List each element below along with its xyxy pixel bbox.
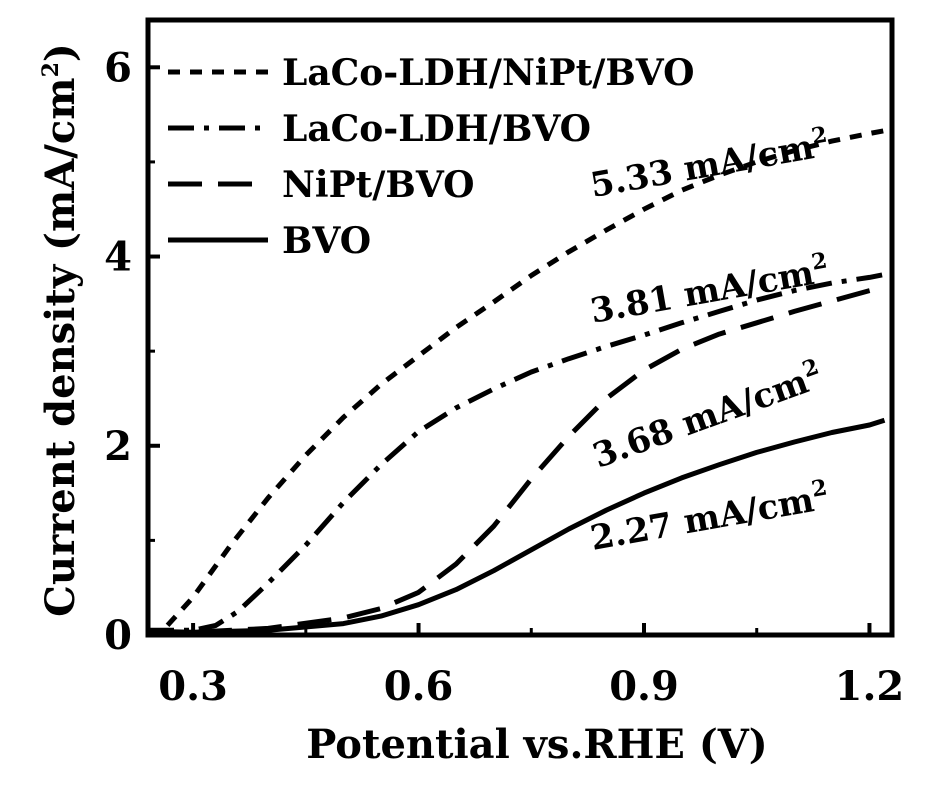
y-tick-label-2: 4	[104, 234, 132, 281]
legend-label-0: LaCo-LDH/NiPt/BVO	[282, 52, 694, 94]
plot-frame	[145, 17, 895, 638]
legend-label-2: NiPt/BVO	[282, 164, 475, 206]
y-tick-label-3: 6	[104, 44, 132, 91]
series-layer	[147, 128, 886, 636]
x-tick-label-0: 0.3	[158, 663, 228, 710]
annotation-main-2: 3.68 mA/cm	[588, 362, 814, 477]
series-line-0	[147, 128, 885, 636]
annotation-sup-3: 2	[810, 475, 830, 503]
legend: LaCo-LDH/NiPt/BVO LaCo-LDH/BVO NiPt/BVO BVO	[168, 52, 694, 262]
ticks-layer: 0.3 0.6 0.9 1.2 0 2 4 6	[104, 44, 904, 710]
annotation-2: 3.68 mA/cm2	[587, 354, 829, 477]
annotation-sup-1: 2	[810, 248, 830, 276]
y-axis-title-close: )	[37, 43, 84, 62]
x-tick-label-1: 0.6	[384, 663, 454, 710]
x-tick-label-2: 0.9	[609, 663, 679, 710]
annotation-main-1: 3.81 mA/cm	[587, 253, 817, 332]
x-tick-label-3: 1.2	[835, 663, 905, 710]
legend-label-3: BVO	[282, 220, 371, 262]
annotation-sup-0: 2	[810, 122, 830, 150]
series-line-1	[148, 272, 885, 633]
y-tick-label-0: 0	[104, 612, 132, 659]
y-axis-title: Current density (mA/cm2)	[37, 43, 84, 617]
annotation-main-0: 5.33 mA/cm	[587, 127, 817, 206]
annotation-1: 3.81 mA/cm2	[587, 248, 832, 332]
legend-label-1: LaCo-LDH/BVO	[282, 108, 591, 150]
y-tick-label-1: 2	[104, 423, 132, 470]
x-axis-title: Potential vs.RHE (V)	[306, 721, 767, 768]
series-line-2	[148, 284, 886, 635]
annotation-main-3: 2.27 mA/cm	[587, 480, 817, 559]
series-line-3	[147, 417, 886, 635]
y-axis-title-sup: 2	[38, 62, 64, 77]
annotation-0: 5.33 mA/cm2	[587, 122, 832, 206]
y-axis-title-main: Current density (mA/cm	[37, 77, 84, 616]
annotation-3: 2.27 mA/cm2	[587, 475, 832, 559]
